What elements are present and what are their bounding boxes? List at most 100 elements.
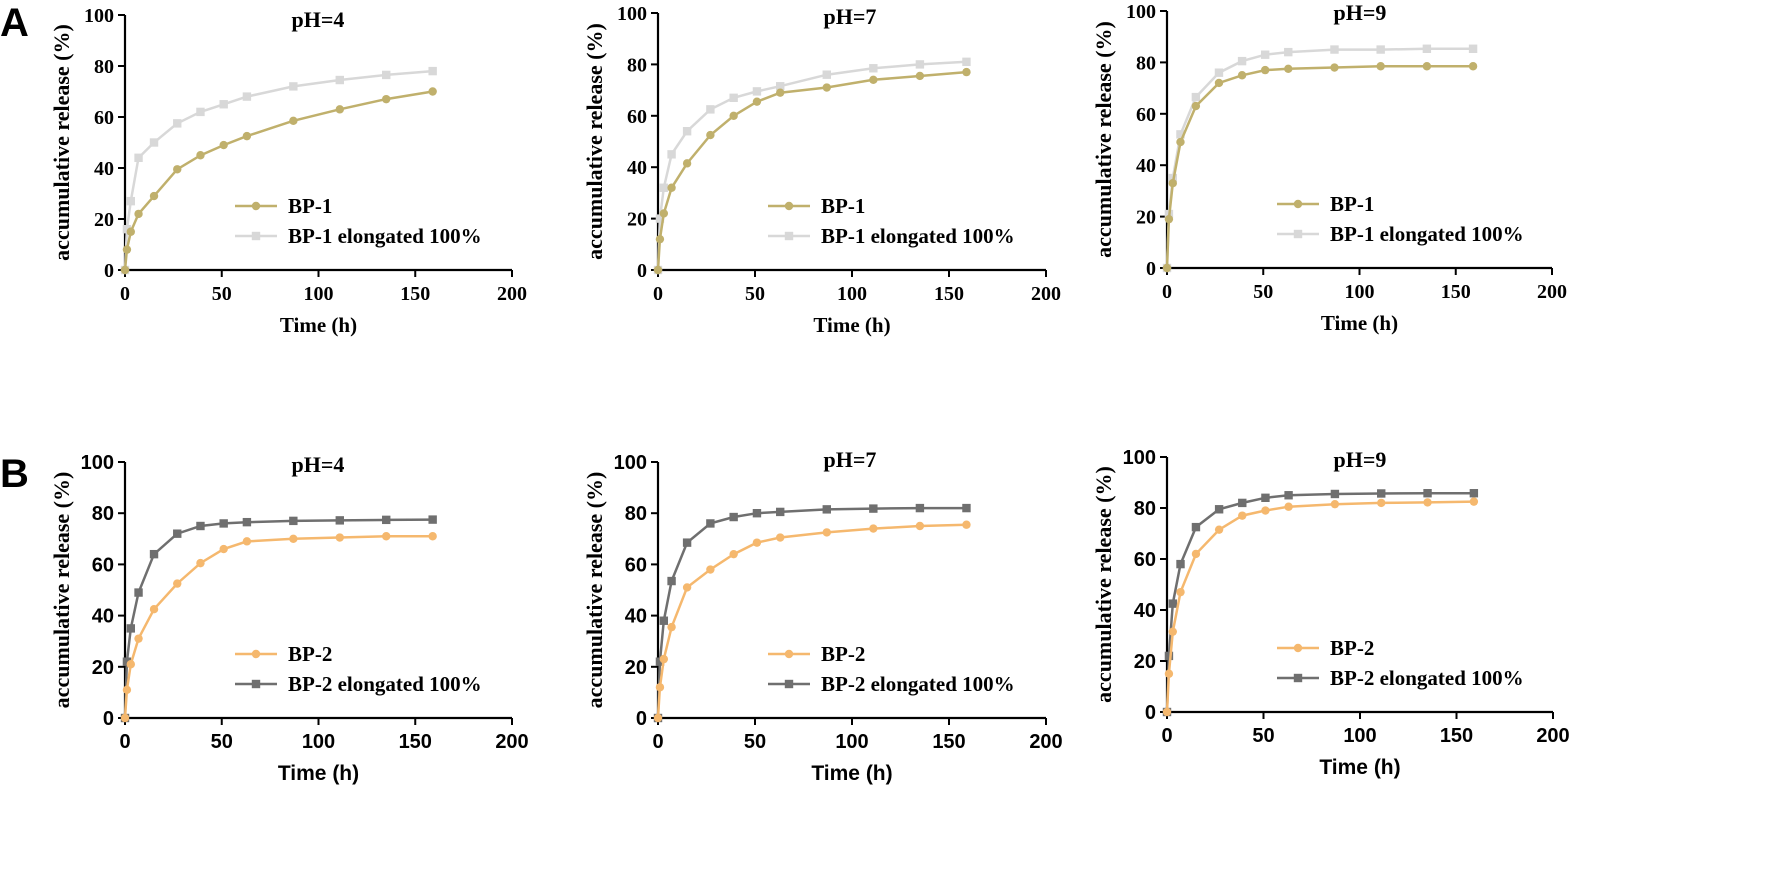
y-tick-label: 40 [92, 606, 114, 628]
y-tick-label: 100 [614, 452, 647, 474]
data-point [1260, 65, 1270, 75]
data-point [122, 685, 132, 695]
data-point [382, 70, 391, 80]
chart-title: pH=7 [824, 447, 877, 472]
data-point [653, 713, 663, 723]
y-tick-label: 40 [625, 606, 647, 628]
data-point [428, 515, 437, 524]
x-tick-label: 200 [1536, 725, 1569, 747]
y-axis-label: accumulative release (%) [582, 23, 607, 260]
data-point [382, 532, 391, 541]
data-point [173, 529, 182, 538]
data-point [1214, 525, 1224, 534]
x-tick-label: 150 [932, 731, 965, 753]
data-point [289, 534, 298, 543]
data-point [659, 209, 669, 218]
data-point [655, 214, 665, 223]
data-point [667, 576, 676, 586]
y-tick-label: 100 [81, 452, 114, 474]
y-tick-label: 20 [1136, 207, 1156, 229]
data-point [219, 519, 228, 528]
data-point [962, 520, 971, 529]
chart-3: 0 20 40 60 80 100 0 50 100 150 200 Time (h) accumula… [1091, 0, 1567, 335]
data-point [149, 549, 159, 559]
legend-label: BP-1 elongated 100% [288, 224, 482, 248]
data-point [682, 538, 692, 547]
data-point [1377, 498, 1386, 508]
data-point [126, 227, 136, 236]
x-axis-label: Time (h) [278, 762, 359, 785]
data-point [1284, 47, 1293, 57]
x-tick-label: 150 [1441, 281, 1471, 303]
data-point [173, 119, 182, 128]
y-tick-label: 60 [1134, 549, 1156, 571]
data-point [1284, 491, 1293, 500]
data-point [1176, 137, 1185, 147]
data-point [149, 138, 159, 147]
legend-marker [1293, 673, 1303, 683]
data-point [776, 533, 785, 542]
data-point [126, 660, 136, 669]
legend-label: BP-2 [1330, 636, 1374, 660]
data-point [219, 100, 228, 109]
y-tick-label: 60 [92, 554, 114, 576]
data-point [655, 657, 665, 666]
data-point [219, 544, 228, 554]
data-point [1377, 489, 1386, 498]
data-point [1423, 498, 1432, 507]
data-point [196, 107, 205, 117]
data-point [134, 588, 143, 597]
data-point [776, 82, 785, 91]
data-point [729, 93, 738, 103]
x-tick-label: 100 [1343, 725, 1376, 747]
x-tick-label: 200 [495, 731, 528, 753]
x-axis-label: Time (h) [1321, 311, 1398, 335]
y-tick-label: 100 [1123, 447, 1156, 469]
data-point [1423, 489, 1432, 498]
data-point [1164, 214, 1174, 224]
data-point [1168, 178, 1177, 188]
data-point [869, 64, 878, 73]
data-point [1176, 130, 1185, 139]
legend-marker [251, 679, 261, 689]
x-tick-label: 150 [934, 283, 964, 305]
data-point [382, 515, 391, 525]
chart-5: 0 20 40 60 80 100 0 50 100 150 200 Time (h) accumula… [582, 447, 1063, 785]
data-point [706, 565, 715, 574]
data-point [915, 71, 925, 81]
data-point [822, 70, 831, 79]
legend-marker [784, 231, 794, 241]
data-point [706, 105, 715, 114]
data-point [752, 97, 762, 106]
x-tick-label: 50 [1253, 281, 1273, 303]
data-point [869, 504, 878, 513]
data-point [1238, 511, 1247, 520]
y-tick-label: 80 [94, 56, 114, 78]
y-tick-label: 60 [627, 106, 647, 128]
data-point [1469, 489, 1479, 498]
data-point [752, 87, 762, 96]
data-point [242, 517, 252, 527]
legend-marker [784, 649, 794, 659]
data-point [1284, 502, 1293, 511]
data-point [1330, 489, 1340, 499]
y-axis-label: accumulative release (%) [1091, 466, 1116, 703]
y-axis-label: accumulative release (%) [1091, 21, 1116, 258]
data-point [335, 105, 344, 114]
y-tick-label: 0 [1146, 258, 1156, 280]
y-tick-label: 100 [84, 5, 114, 27]
legend-label: BP-2 elongated 100% [821, 672, 1015, 696]
data-point [1261, 506, 1270, 515]
data-point [335, 516, 344, 525]
data-point [822, 83, 831, 92]
x-tick-label: 200 [1031, 283, 1061, 305]
legend-marker [251, 231, 261, 241]
data-point [1238, 498, 1247, 508]
data-point [1422, 44, 1432, 53]
legend-marker [1293, 199, 1303, 209]
data-point [1191, 549, 1201, 559]
data-point [667, 183, 676, 192]
x-tick-label: 0 [1162, 281, 1172, 303]
panel-label-a: A [0, 1, 29, 45]
y-tick-label: 20 [94, 209, 114, 231]
